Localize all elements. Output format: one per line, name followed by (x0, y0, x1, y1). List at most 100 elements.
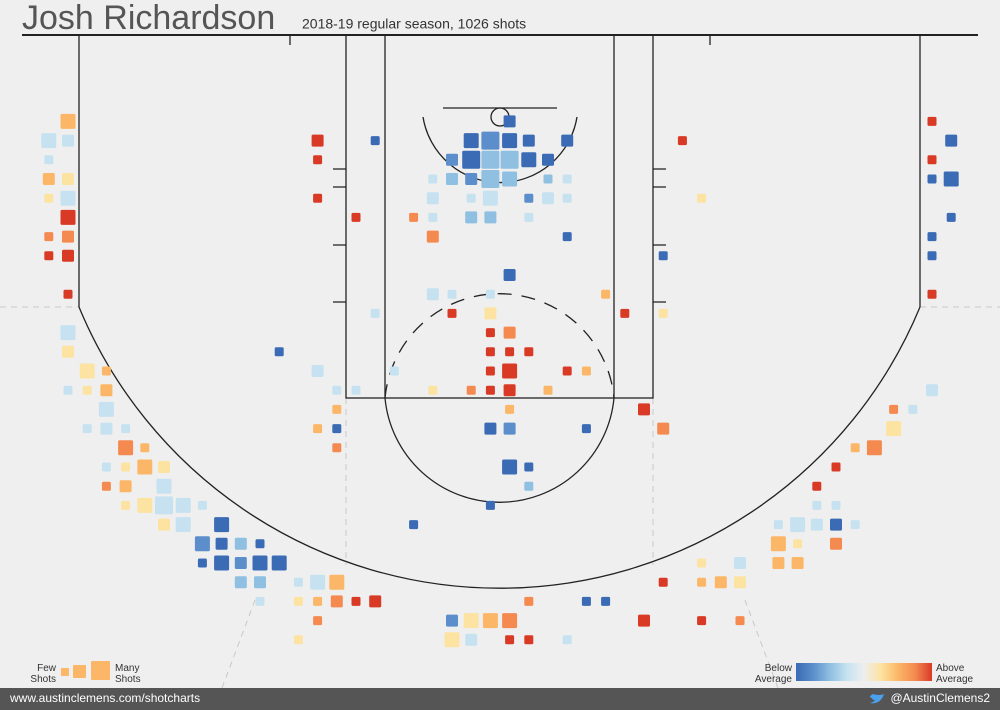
shot-square (44, 193, 54, 203)
shot-square (601, 596, 611, 606)
shot-square (810, 518, 823, 531)
shot-square (82, 424, 92, 434)
shot-square (62, 134, 74, 147)
shot-square (791, 557, 804, 569)
shot-square (121, 462, 131, 472)
shot-square (44, 232, 54, 242)
shot-square (850, 443, 860, 453)
shot-square (255, 596, 265, 606)
shot-square (175, 497, 191, 513)
shot-square (485, 289, 495, 299)
shot-square (502, 171, 518, 187)
shot-square (446, 614, 458, 627)
shot-square (426, 192, 439, 205)
shot-square (119, 480, 132, 493)
shot-square (389, 366, 399, 376)
shot-square (60, 113, 76, 129)
chart-subtitle: 2018-19 regular season, 1026 shots (302, 16, 526, 32)
shot-square (137, 497, 153, 513)
shot-square (60, 325, 76, 341)
shot-square (770, 536, 786, 552)
shot-square (463, 133, 479, 149)
shot-square (447, 289, 457, 299)
shot-square (484, 422, 497, 435)
shot-square (946, 212, 956, 222)
shot-square (234, 557, 247, 569)
shot-square (41, 133, 57, 149)
shot-square (370, 308, 380, 318)
shot-square (908, 404, 918, 414)
shot-square (310, 574, 326, 590)
shot-square (156, 478, 172, 494)
shot-square (485, 347, 495, 357)
shot-square (158, 461, 170, 473)
shot-square (482, 613, 498, 629)
shot-square (926, 384, 938, 397)
shot-square (330, 595, 343, 608)
shot-square (44, 251, 54, 261)
legend-many: Many Shots (115, 663, 141, 685)
shot-square (714, 576, 727, 589)
shot-square (446, 153, 458, 166)
shot-square (658, 308, 668, 318)
shot-square (101, 481, 111, 491)
shot-square (927, 155, 937, 165)
shot-square (581, 366, 591, 376)
shot-square (927, 174, 937, 184)
legend-above: Above Average (936, 663, 974, 685)
shot-square (428, 212, 438, 222)
shot-square (524, 481, 534, 491)
shot-square (581, 424, 591, 434)
legend-sizes (61, 661, 110, 680)
shot-square (214, 555, 230, 571)
shot-square (484, 211, 497, 224)
shot-square (313, 424, 323, 434)
shot-square (370, 136, 380, 146)
shot-square (462, 150, 481, 169)
shot-square (118, 440, 134, 456)
shot-square (503, 326, 516, 339)
shot-square (831, 462, 841, 472)
shot-square (444, 632, 460, 648)
shot-square (79, 363, 95, 379)
shot-square (234, 576, 247, 589)
shot-square (369, 595, 382, 608)
shot-square (158, 518, 170, 531)
shot-square (561, 134, 574, 147)
shot-square (658, 251, 668, 261)
shot-square (332, 404, 342, 414)
shot-square (772, 557, 785, 569)
shot-square (466, 193, 476, 203)
shot-square (313, 616, 323, 626)
shot-square (505, 404, 515, 414)
shot-square (101, 462, 111, 472)
shot-square (697, 577, 707, 587)
shot-square (543, 385, 553, 395)
shot-square (313, 596, 323, 606)
shot-square (543, 174, 553, 184)
court (0, 34, 1000, 689)
shot-square (42, 173, 55, 185)
shot-square (524, 193, 534, 203)
shot-square (63, 289, 73, 299)
shot-square (927, 251, 937, 261)
shot-square (197, 500, 207, 510)
shot-square (293, 577, 303, 587)
shot-square (503, 269, 516, 281)
shot-square (155, 496, 173, 515)
shot-square (542, 153, 554, 166)
shot-square (503, 422, 516, 435)
shot-square (194, 536, 210, 552)
shot-square (481, 150, 500, 169)
shot-square (866, 440, 882, 456)
shot-square (62, 249, 74, 262)
shot-square (502, 613, 518, 629)
shot-square (409, 212, 419, 222)
shot-square (502, 133, 518, 149)
shot-square (524, 596, 534, 606)
shot-square (734, 576, 746, 589)
shot-square (485, 328, 495, 338)
shot-square (697, 558, 707, 568)
shot-square (505, 347, 515, 357)
shot-square (638, 614, 650, 627)
